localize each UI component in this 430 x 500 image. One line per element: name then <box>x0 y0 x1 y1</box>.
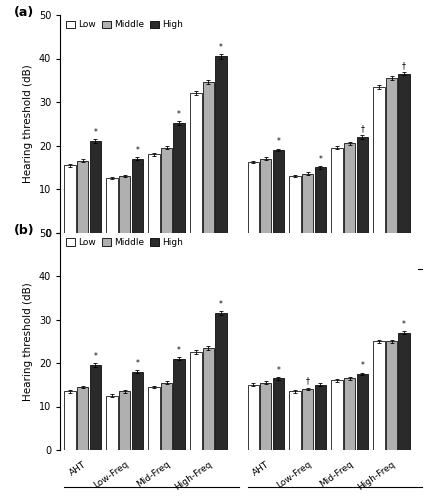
Bar <box>331 148 342 232</box>
Text: *: * <box>177 346 181 354</box>
Bar <box>301 389 313 450</box>
Bar <box>119 176 130 233</box>
Text: *: * <box>177 110 181 118</box>
Bar <box>314 167 325 232</box>
Bar <box>160 382 172 450</box>
Text: *: * <box>218 300 222 308</box>
Text: *: * <box>318 155 322 164</box>
Bar <box>397 332 409 450</box>
Bar <box>106 178 117 233</box>
Bar <box>259 382 271 450</box>
Bar <box>247 385 258 450</box>
Bar <box>106 396 117 450</box>
Text: *: * <box>93 352 97 362</box>
Bar <box>356 137 367 232</box>
Bar <box>301 174 313 233</box>
Bar <box>331 380 342 450</box>
Text: *: * <box>276 366 280 374</box>
Bar <box>77 387 88 450</box>
Bar <box>385 78 396 233</box>
Text: *: * <box>359 362 363 370</box>
Text: *: * <box>218 43 222 52</box>
Bar <box>289 176 300 233</box>
Bar <box>173 358 184 450</box>
Text: †: † <box>359 124 363 133</box>
Legend: Low, Middle, High: Low, Middle, High <box>64 20 184 30</box>
Bar <box>397 74 409 233</box>
Bar <box>119 392 130 450</box>
Text: *: * <box>93 128 97 137</box>
Bar <box>215 56 226 233</box>
Text: *: * <box>135 146 139 154</box>
Bar <box>64 165 76 232</box>
Bar <box>148 154 159 232</box>
Bar <box>247 162 258 232</box>
Bar <box>372 342 384 450</box>
Bar <box>190 352 201 450</box>
Bar <box>64 392 76 450</box>
Bar <box>173 123 184 232</box>
Text: *: * <box>135 359 139 368</box>
Bar <box>343 378 354 450</box>
Text: *: * <box>401 320 405 328</box>
Bar <box>343 144 354 233</box>
Bar <box>259 158 271 232</box>
Text: (a): (a) <box>14 6 34 20</box>
Text: Multivariate: Multivariate <box>303 291 365 301</box>
Bar <box>89 141 101 233</box>
Bar <box>131 158 142 232</box>
Bar <box>89 365 101 450</box>
Bar <box>148 387 159 450</box>
Text: (b): (b) <box>14 224 34 237</box>
Bar <box>272 378 283 450</box>
Y-axis label: Hearing threshold (dB): Hearing threshold (dB) <box>23 64 33 183</box>
Bar <box>272 150 283 232</box>
Text: Univariate: Univariate <box>125 291 178 301</box>
Bar <box>160 148 172 232</box>
Bar <box>190 94 201 232</box>
Legend: Low, Middle, High: Low, Middle, High <box>64 237 184 248</box>
Bar <box>356 374 367 450</box>
Bar <box>215 313 226 450</box>
Bar <box>203 82 214 233</box>
Bar <box>77 160 88 232</box>
Bar <box>131 372 142 450</box>
Y-axis label: Hearing threshold (dB): Hearing threshold (dB) <box>23 282 33 401</box>
Bar <box>203 348 214 450</box>
Bar <box>372 87 384 233</box>
Bar <box>314 385 325 450</box>
Text: †: † <box>401 61 405 70</box>
Text: *: * <box>276 138 280 146</box>
Bar <box>385 342 396 450</box>
Bar <box>289 392 300 450</box>
Text: †: † <box>305 376 309 386</box>
